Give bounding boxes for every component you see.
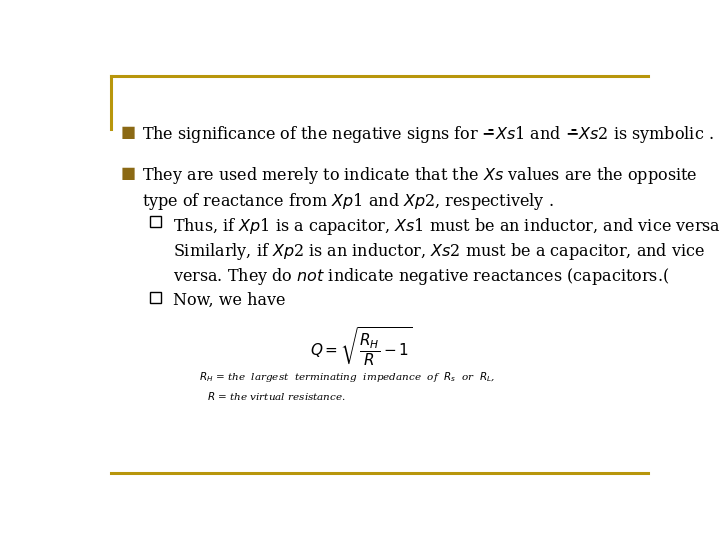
Text: versa. They do $\mathit{not}$ indicate negative reactances (capacitors.(: versa. They do $\mathit{not}$ indicate n… <box>173 266 669 287</box>
Text: The significance of the negative signs for $\mathbf{\bar{-}}$$\mathit{Xs}$1 and : The significance of the negative signs f… <box>142 124 714 145</box>
Text: $R$ = the virtual resistance.: $R$ = the virtual resistance. <box>207 390 346 402</box>
Text: $R_H$ = the  largest  terminating  impedance  of  $R_s$  or  $R_L$,: $R_H$ = the largest terminating impedanc… <box>199 370 495 384</box>
Text: They are used merely to indicate that the $\mathit{Xs}$ values are the opposite: They are used merely to indicate that th… <box>142 165 698 186</box>
Text: ■: ■ <box>121 165 136 183</box>
Text: Thus, if $\mathit{Xp}$1 is a capacitor, $\mathit{Xs}$1 must be an inductor, and : Thus, if $\mathit{Xp}$1 is a capacitor, … <box>173 216 720 237</box>
Text: Similarly, if $\mathit{Xp}$2 is an inductor, $\mathit{Xs}$2 must be a capacitor,: Similarly, if $\mathit{Xp}$2 is an induc… <box>173 241 705 262</box>
Bar <box>150 216 161 227</box>
Bar <box>150 292 161 303</box>
Text: Now, we have: Now, we have <box>173 292 285 309</box>
Text: $Q = \sqrt{\dfrac{R_H}{R} - 1}$: $Q = \sqrt{\dfrac{R_H}{R} - 1}$ <box>310 325 413 367</box>
Text: type of reactance from $\mathit{Xp}$1 and $\mathit{Xp}$2, respectively .: type of reactance from $\mathit{Xp}$1 an… <box>142 191 554 212</box>
Text: ■: ■ <box>121 124 136 141</box>
